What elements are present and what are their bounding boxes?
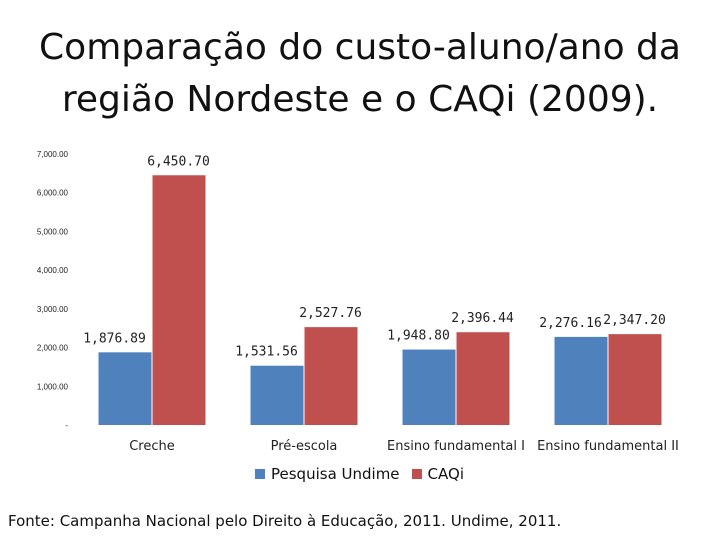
x-tick-label: Ensino fundamental I <box>387 439 525 454</box>
bar-undime <box>402 349 456 425</box>
bar-caqi <box>152 175 206 425</box>
legend-label-undime: Pesquisa Undime <box>271 465 400 483</box>
y-tick-label: 2,000.00 <box>37 344 69 353</box>
legend-item-undime: Pesquisa Undime <box>255 465 400 483</box>
bar-undime <box>98 352 152 425</box>
legend-label-caqi: CAQi <box>427 465 464 483</box>
data-label: 2,396.44 <box>451 311 514 326</box>
source-note: Fonte: Campanha Nacional pelo Direito à … <box>8 512 562 530</box>
bar-caqi <box>304 327 358 425</box>
y-tick-label: - <box>65 421 68 430</box>
data-label: 2,527.76 <box>299 306 362 321</box>
legend-swatch-undime <box>255 469 265 479</box>
data-label: 1,531.56 <box>235 345 298 360</box>
y-tick-label: 1,000.00 <box>37 382 69 391</box>
data-label: 6,450.70 <box>147 154 210 169</box>
x-tick-label: Creche <box>129 439 175 454</box>
y-tick-label: 4,000.00 <box>37 266 69 275</box>
legend-swatch-caqi <box>411 469 422 479</box>
y-tick-label: 7,000.00 <box>37 150 69 159</box>
data-label: 2,276.16 <box>539 316 602 331</box>
legend-item-caqi: CAQi <box>411 465 464 483</box>
chart-title: Comparação do custo-aluno/ano da região … <box>39 27 681 120</box>
bar-caqi <box>456 332 510 425</box>
legend: Pesquisa Undime CAQi <box>255 465 464 483</box>
y-tick-label: 5,000.00 <box>37 227 69 236</box>
data-label: 1,876.89 <box>83 331 146 346</box>
bar-caqi <box>608 334 662 425</box>
bar-undime <box>250 365 304 425</box>
x-tick-label: Ensino fundamental II <box>537 439 679 454</box>
x-tick-label: Pré-escola <box>271 439 338 454</box>
data-label: 1,948.80 <box>387 329 450 344</box>
y-tick-label: 3,000.00 <box>37 305 69 314</box>
y-tick-label: 6,000.00 <box>37 189 69 198</box>
bar-undime <box>554 336 608 425</box>
data-label: 2,347.20 <box>603 313 666 328</box>
